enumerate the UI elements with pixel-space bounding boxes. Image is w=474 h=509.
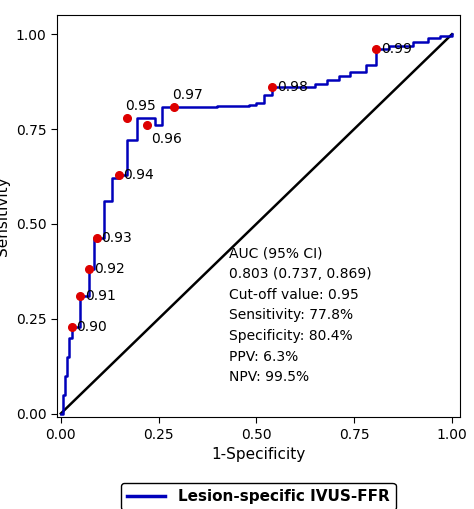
Text: 0.94: 0.94: [123, 168, 154, 182]
Text: 0.90: 0.90: [76, 320, 107, 334]
Y-axis label: Sensitivity: Sensitivity: [0, 177, 10, 256]
Legend: Lesion-specific IVUS-FFR: Lesion-specific IVUS-FFR: [121, 483, 395, 509]
Text: 0.97: 0.97: [172, 88, 203, 102]
Text: AUC (95% CI)
0.803 (0.737, 0.869)
Cut-off value: 0.95
Sensitivity: 77.8%
Specifi: AUC (95% CI) 0.803 (0.737, 0.869) Cut-of…: [229, 247, 372, 384]
Text: 0.95: 0.95: [125, 99, 156, 114]
Text: 0.99: 0.99: [381, 42, 411, 56]
Text: 0.96: 0.96: [152, 132, 182, 146]
X-axis label: 1-Specificity: 1-Specificity: [211, 447, 305, 462]
Text: 0.91: 0.91: [85, 289, 116, 303]
Text: 0.93: 0.93: [101, 231, 132, 245]
Text: 0.92: 0.92: [94, 263, 124, 276]
Text: 0.98: 0.98: [277, 79, 308, 94]
